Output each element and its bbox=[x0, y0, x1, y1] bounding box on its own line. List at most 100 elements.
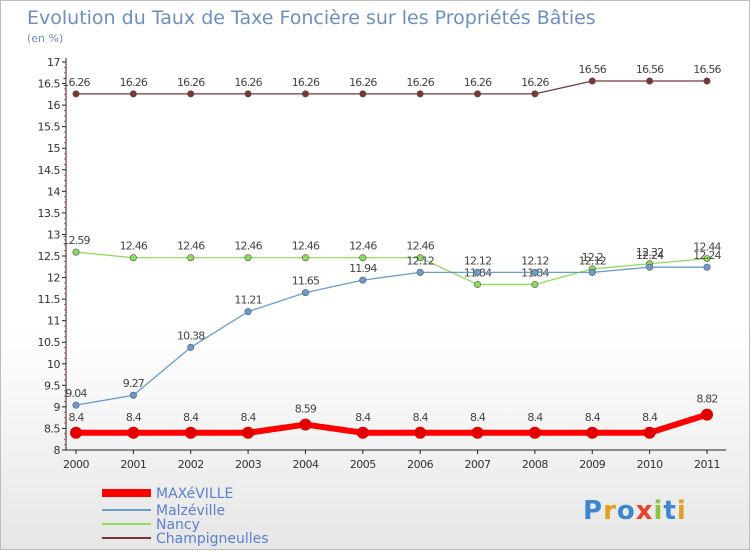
chart-subtitle: (en %) bbox=[27, 32, 63, 45]
y-tick-label: 9.5 bbox=[44, 379, 60, 392]
data-label: 16.26 bbox=[521, 76, 549, 89]
data-point bbox=[588, 77, 596, 85]
data-point bbox=[474, 280, 482, 288]
data-label: 16.26 bbox=[234, 76, 262, 89]
data-point bbox=[187, 90, 195, 98]
x-tick-label: 2005 bbox=[350, 458, 376, 471]
data-label: 16.26 bbox=[120, 76, 148, 89]
y-tick-label: 14 bbox=[47, 185, 60, 198]
data-point bbox=[416, 254, 424, 262]
data-label: 12.12 bbox=[521, 254, 549, 267]
data-label: 8.4 bbox=[355, 411, 371, 424]
data-point bbox=[703, 263, 711, 271]
data-point bbox=[187, 343, 195, 351]
data-label: 16.26 bbox=[292, 76, 320, 89]
data-label: 12.59 bbox=[62, 234, 90, 247]
data-point bbox=[70, 426, 82, 439]
y-tick-label: 13 bbox=[47, 228, 60, 241]
data-label: 8.4 bbox=[585, 411, 601, 424]
legend-item-malz-ville: Malzéville bbox=[102, 503, 225, 519]
logo-letter: r bbox=[603, 496, 617, 526]
data-point bbox=[129, 254, 137, 262]
y-tick-label: 10 bbox=[47, 358, 60, 371]
data-point bbox=[184, 426, 197, 439]
y-tick-label: 16.5 bbox=[38, 78, 61, 91]
data-label: 8.4 bbox=[68, 411, 84, 424]
y-tick-label: 10.5 bbox=[38, 336, 61, 349]
data-label: 12.2 bbox=[582, 251, 603, 264]
data-label: 8.4 bbox=[126, 411, 142, 424]
data-label: 16.26 bbox=[177, 76, 205, 89]
series-line bbox=[75, 251, 708, 286]
data-point bbox=[414, 426, 427, 439]
x-tick-label: 2007 bbox=[465, 458, 491, 471]
series-champigneulles: 16.26 16.26 16.26 16.26 16.26 16.26 16.26 16.26… bbox=[62, 63, 722, 98]
data-label: 12.12 bbox=[406, 254, 434, 267]
y-tick-label: 12 bbox=[47, 272, 60, 285]
data-label: 10.38 bbox=[177, 329, 205, 342]
data-point bbox=[129, 90, 137, 98]
data-point bbox=[646, 77, 654, 85]
data-point bbox=[301, 254, 309, 262]
data-label: 16.56 bbox=[636, 63, 664, 76]
logo-letter: P bbox=[583, 496, 603, 526]
data-label: 8.4 bbox=[413, 411, 429, 424]
logo-letter: i bbox=[654, 496, 664, 526]
legend-item-champigneulles: Champigneulles bbox=[102, 531, 269, 547]
data-point bbox=[359, 276, 367, 284]
data-point bbox=[299, 418, 312, 431]
data-point bbox=[588, 268, 596, 276]
data-point bbox=[244, 90, 252, 98]
data-label: 12.24 bbox=[636, 249, 664, 262]
data-label: 11.65 bbox=[292, 275, 320, 288]
data-point bbox=[187, 254, 195, 262]
series-nancy: 12.5912.4612.4612.4612.4612.4612.4611.84… bbox=[62, 234, 722, 288]
data-label: 11.21 bbox=[234, 294, 262, 307]
legend-label: Nancy bbox=[156, 517, 200, 533]
logo-letter: x bbox=[636, 496, 654, 526]
x-tick-label: 2001 bbox=[120, 458, 146, 471]
legend-label: Champigneulles bbox=[156, 531, 269, 547]
data-point bbox=[586, 426, 599, 439]
series-line bbox=[75, 266, 707, 406]
data-label: 12.46 bbox=[120, 240, 148, 253]
legend-item-max-ville: MAXéVILLE bbox=[102, 486, 233, 502]
y-tick-label: 16 bbox=[47, 99, 60, 112]
data-label: 8.4 bbox=[470, 411, 486, 424]
x-tick-label: 2009 bbox=[579, 458, 605, 471]
data-point bbox=[127, 426, 140, 439]
y-tick-label: 11 bbox=[47, 315, 60, 328]
x-tick-label: 2003 bbox=[235, 458, 261, 471]
x-tick-label: 2011 bbox=[694, 458, 720, 471]
y-tick-label: 12.5 bbox=[38, 250, 61, 263]
data-point bbox=[244, 308, 252, 316]
data-point bbox=[531, 268, 539, 276]
data-point bbox=[646, 263, 654, 271]
data-point bbox=[474, 90, 482, 98]
data-label: 8.4 bbox=[527, 411, 543, 424]
data-label: 8.4 bbox=[183, 411, 199, 424]
data-point bbox=[703, 255, 711, 263]
x-tick-label: 2004 bbox=[292, 458, 318, 471]
data-label: 12.12 bbox=[464, 254, 492, 267]
data-label: 16.26 bbox=[349, 76, 377, 89]
data-point bbox=[531, 280, 539, 288]
data-label: 11.94 bbox=[349, 262, 377, 275]
data-label: 12.46 bbox=[177, 240, 205, 253]
data-point bbox=[242, 426, 255, 439]
data-label: 16.26 bbox=[62, 76, 90, 89]
x-tick-label: 2008 bbox=[522, 458, 548, 471]
x-tick-label: 2002 bbox=[178, 458, 204, 471]
y-tick-label: 15 bbox=[47, 142, 60, 155]
data-point bbox=[301, 90, 309, 98]
data-label: 12.12 bbox=[579, 254, 607, 267]
data-label: 12.44 bbox=[693, 241, 721, 254]
data-label: 8.4 bbox=[642, 411, 658, 424]
y-tick-label: 17 bbox=[47, 56, 60, 69]
legend-item-nancy: Nancy bbox=[102, 517, 200, 533]
data-point bbox=[359, 254, 367, 262]
data-label: 8.4 bbox=[241, 411, 257, 424]
